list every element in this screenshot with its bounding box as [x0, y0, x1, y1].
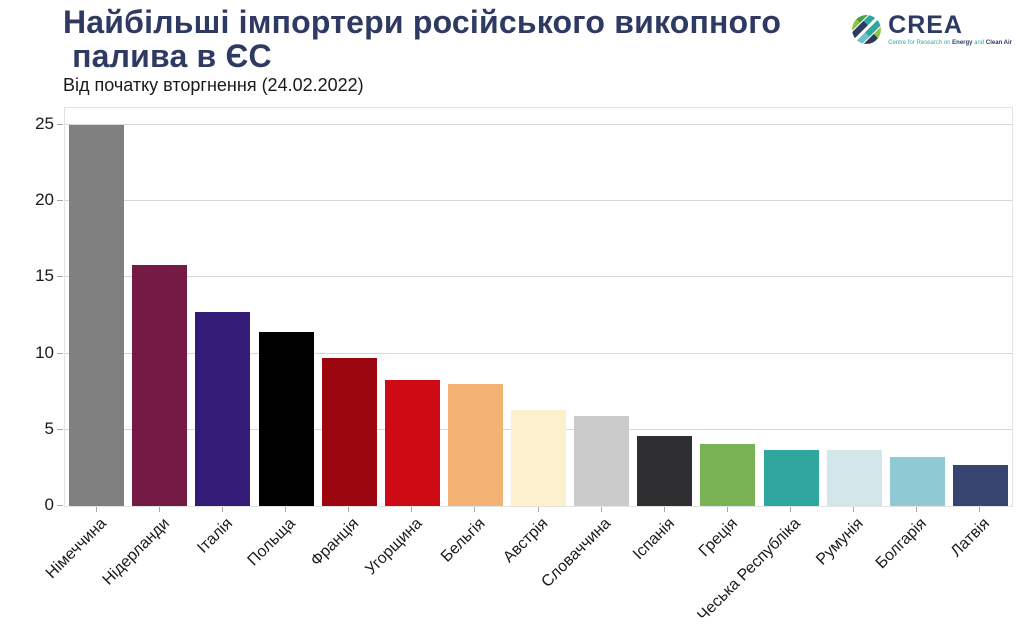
bar-6 [447, 384, 503, 506]
crea-tagline-part: Centre for Research on [888, 40, 953, 46]
x-tick-mark-11 [790, 507, 791, 512]
crea-logo-name: CREA [888, 11, 963, 39]
y-tick-label-10: 10 [35, 343, 54, 362]
x-tick-mark-2 [221, 507, 223, 512]
x-axis-label-12: Румунія [813, 515, 868, 569]
y-tick-label-5: 5 [44, 419, 54, 438]
bar-5 [384, 380, 440, 506]
x-tick-mark-8 [600, 507, 602, 512]
x-tick-mark-13 [916, 507, 918, 512]
y-tick-label-25: 25 [35, 114, 54, 133]
crea-tagline-part: Clean Air [985, 40, 1012, 46]
y-tick-mark-5 [57, 429, 63, 430]
chart-title: Найбільші імпортери російського викопног… [63, 4, 782, 74]
y-tick-mark-0 [57, 505, 63, 506]
x-tick-mark-14 [979, 507, 981, 512]
bar-13 [889, 457, 945, 506]
bar-2 [195, 312, 251, 506]
bar-4 [321, 358, 377, 506]
gridline-y20 [65, 200, 1012, 201]
crea-tagline-part: and [972, 40, 986, 46]
x-axis-label-3: Польща [244, 515, 300, 570]
y-tick-mark-10 [57, 353, 63, 354]
x-tick-mark-6 [474, 507, 476, 512]
x-tick-mark-1 [158, 507, 160, 512]
x-axis-label-2: Італія [194, 515, 236, 557]
x-axis-label-13: Болгарія [873, 515, 931, 573]
gridline-y15 [65, 276, 1012, 277]
bar-0 [69, 125, 125, 506]
x-axis-label-9: Іспанія [629, 515, 678, 564]
y-tick-mark-20 [57, 200, 63, 201]
bar-8 [574, 416, 630, 506]
y-tick-mark-15 [57, 276, 63, 277]
gridline-y10 [65, 353, 1012, 354]
x-tick-mark-7 [537, 507, 539, 512]
bar-14 [952, 465, 1008, 506]
x-axis-label-0: Німеччина [42, 515, 110, 583]
bar-1 [132, 265, 188, 506]
x-tick-mark-9 [663, 507, 665, 512]
bar-9 [637, 436, 693, 506]
x-tick-mark-4 [348, 507, 350, 512]
y-tick-label-0: 0 [44, 495, 54, 514]
y-tick-label-15: 15 [35, 266, 54, 285]
x-tick-mark-5 [411, 507, 413, 512]
bar-11 [763, 450, 819, 506]
crea-logo: CREA Centre for Research on Energy and C… [850, 13, 1012, 46]
x-axis-label-1: Нідерланди [99, 515, 173, 589]
plot-panel [64, 107, 1013, 507]
bar-7 [511, 410, 566, 506]
x-tick-mark-0 [95, 507, 97, 512]
gridline-y25 [65, 124, 1012, 125]
x-axis-label-5: Угорщина [361, 515, 426, 579]
crea-logo-tagline: Centre for Research on Energy and Clean … [888, 40, 1012, 46]
bar-12 [826, 450, 882, 506]
x-tick-mark-10 [726, 507, 728, 512]
x-axis-label-7: Австрія [500, 515, 552, 567]
x-tick-mark-12 [853, 507, 855, 512]
x-tick-mark-3 [285, 507, 286, 512]
x-axis-label-6: Бельгія [437, 515, 489, 566]
crea-globe-icon [850, 13, 884, 46]
bar-3 [258, 332, 314, 506]
y-tick-mark-25 [57, 124, 63, 125]
y-tick-label-20: 20 [35, 190, 54, 209]
chart-subtitle: Від початку вторгнення (24.02.2022) [63, 75, 364, 95]
bar-10 [700, 444, 756, 506]
x-axis-label-4: Франція [307, 515, 363, 570]
crea-tagline-part: Energy [952, 40, 973, 46]
x-axis-label-10: Греція [695, 515, 741, 561]
x-axis-label-14: Латвія [948, 515, 994, 561]
